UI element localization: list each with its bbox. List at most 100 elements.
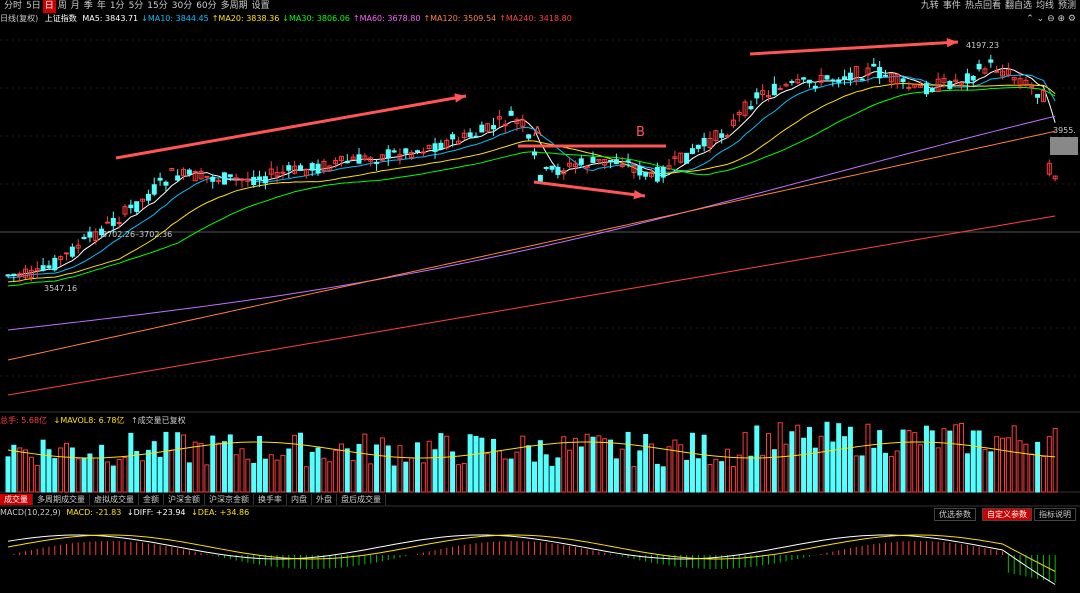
chevron-down-icon[interactable]: ⌄: [1036, 14, 1045, 24]
toolbar-button[interactable]: 均线: [1035, 1, 1054, 11]
candle-body: [526, 134, 532, 139]
volume-bar: [1052, 428, 1058, 493]
period-tab[interactable]: 30分: [171, 1, 193, 11]
period-tab[interactable]: 季: [83, 1, 93, 11]
toolbar-button[interactable]: 预测: [1057, 1, 1076, 11]
volume-bar: [75, 458, 81, 493]
volume-bar: [1000, 437, 1005, 493]
candle-body: [953, 79, 959, 82]
volume-bar: [210, 435, 216, 493]
volume-bar: [461, 462, 467, 493]
ma-header: 日线(复权) 上证指数 MA5: 3843.71 ↓MA10: 3844.45 ↑M…: [0, 14, 572, 24]
last-price-label: 3955.: [1053, 126, 1076, 135]
period-tab[interactable]: 周: [57, 1, 67, 11]
indicator-tab[interactable]: 成交量: [0, 494, 33, 505]
toolbar-button[interactable]: 翻自选: [1004, 1, 1032, 11]
period-tab[interactable]: 日: [42, 0, 56, 13]
candle-body: [151, 184, 157, 195]
indicator-tab[interactable]: 沪深金额: [164, 494, 205, 505]
volume-bar: [824, 421, 830, 493]
candle-body: [233, 177, 239, 180]
toolbar-button[interactable]: 热点回看: [964, 1, 1001, 11]
indicator-help-button[interactable]: 指标说明: [1034, 508, 1076, 521]
period-tab[interactable]: 5日: [26, 1, 41, 11]
candle-body: [959, 82, 965, 85]
volume-bar: [1046, 436, 1052, 493]
period-tab[interactable]: 年: [96, 1, 106, 11]
indicator-tab[interactable]: 虚拟成交量: [90, 494, 139, 505]
indicator-tab[interactable]: 外盘: [312, 494, 337, 505]
candle-body: [719, 133, 725, 138]
volume-bar: [994, 436, 1000, 493]
candle-body: [426, 144, 432, 150]
candle-body: [631, 165, 637, 173]
candle-body: [438, 142, 444, 150]
zoom-out-icon[interactable]: ⊖: [1047, 14, 1055, 24]
indicator-tab[interactable]: 沪深京金额: [205, 494, 254, 505]
candle-body: [491, 125, 497, 130]
gear-icon[interactable]: ⚙: [1067, 14, 1076, 24]
custom-params-button[interactable]: 自定义参数: [982, 508, 1032, 521]
candle-body: [818, 74, 824, 83]
volume-bar: [303, 466, 309, 493]
period-tab[interactable]: 设置: [251, 1, 270, 11]
ma30-line: [7, 87, 1056, 287]
candle-body: [543, 166, 549, 169]
candle-body: [397, 154, 403, 160]
volume-bar: [830, 441, 836, 493]
candle-body: [309, 163, 315, 171]
volume-bar: [221, 441, 227, 493]
optimal-params-button[interactable]: 优选参数: [934, 508, 976, 521]
candle-body: [754, 92, 760, 99]
candle-body: [175, 175, 181, 181]
candle-body: [982, 68, 988, 74]
indicator-tab[interactable]: 多周期成交量: [33, 494, 90, 505]
candle-body: [707, 138, 713, 149]
candle-body: [140, 198, 146, 202]
toolbar-button[interactable]: 事件: [942, 1, 961, 11]
indicator-tab[interactable]: 盘后成交量: [337, 494, 386, 505]
volume-bar: [561, 436, 567, 493]
candle-body: [450, 134, 456, 140]
candle-body: [52, 257, 58, 271]
candle-body: [186, 169, 192, 175]
indicator-tab[interactable]: 换手率: [254, 494, 287, 505]
candle-body: [806, 79, 812, 84]
volume-header: 总手: 5.68亿 ↓MAVOL8: 6.78亿 ↑成交量已复权: [0, 416, 186, 426]
candle-body: [110, 217, 116, 226]
toolbar-button[interactable]: 九转: [920, 1, 939, 11]
candle-body: [379, 154, 385, 161]
macd-name: MACD(10,22,9): [0, 508, 61, 517]
candle-body: [1046, 162, 1052, 175]
period-tab[interactable]: 5分: [128, 1, 144, 11]
candle-body: [46, 265, 52, 269]
candle-body: [795, 78, 801, 84]
trend-arrow-line: [533, 180, 646, 198]
candle-body: [321, 160, 327, 172]
indicator-tab[interactable]: 内盘: [287, 494, 312, 505]
indicator-tab[interactable]: 金额: [139, 494, 164, 505]
chevron-up-icon[interactable]: ⌃: [1026, 14, 1034, 24]
candle-body: [69, 246, 75, 257]
candle-body: [122, 206, 128, 215]
volume-bar: [145, 449, 151, 493]
period-tab[interactable]: 60分: [196, 1, 217, 11]
volume-bar: [374, 444, 380, 493]
candle-body: [789, 81, 795, 84]
period-tab[interactable]: 月: [70, 1, 80, 11]
zoom-in-icon[interactable]: ⊕: [1057, 14, 1066, 24]
candle-body: [572, 163, 578, 168]
volume-bar: [502, 458, 508, 493]
period-tab[interactable]: 15分: [147, 1, 168, 11]
candle-body: [420, 151, 426, 154]
volume-bar: [555, 457, 561, 493]
candle-body: [847, 72, 853, 81]
volume-bar: [1011, 425, 1017, 493]
period-tab[interactable]: 分时: [4, 1, 23, 11]
candle-body: [906, 86, 912, 89]
candle-body: [192, 171, 198, 182]
period-tab[interactable]: 多周期: [220, 1, 248, 11]
period-tab[interactable]: 1分: [109, 1, 125, 11]
candle-body: [1017, 78, 1023, 87]
